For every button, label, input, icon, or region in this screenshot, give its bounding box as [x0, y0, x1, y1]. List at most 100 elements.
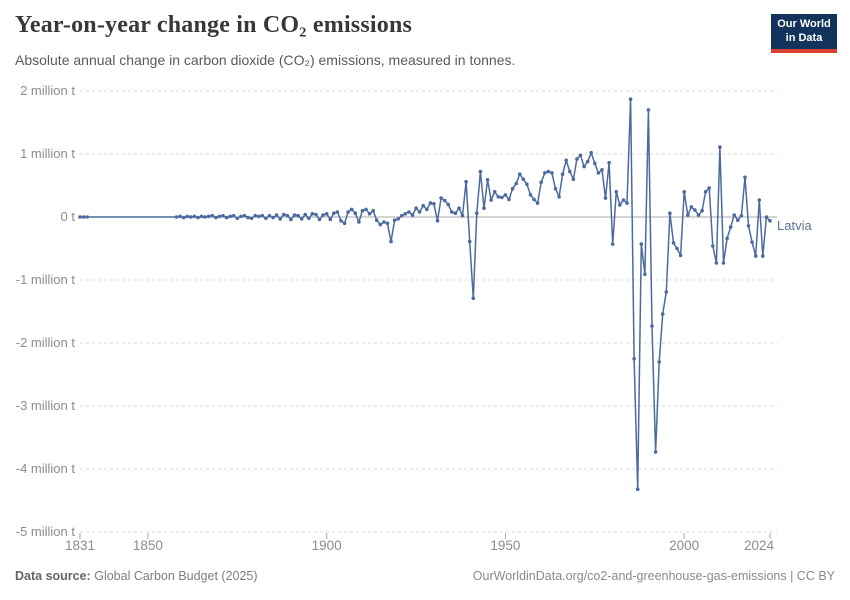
data-point[interactable]	[371, 208, 376, 213]
owid-logo[interactable]: Our World in Data	[771, 14, 837, 53]
data-point[interactable]	[446, 202, 451, 207]
data-point[interactable]	[278, 217, 283, 221]
data-point[interactable]	[625, 201, 629, 205]
data-point[interactable]	[357, 220, 361, 224]
series-line-latvia[interactable]	[79, 98, 771, 490]
data-point[interactable]	[414, 206, 418, 210]
data-point[interactable]	[328, 217, 333, 222]
data-point[interactable]	[546, 169, 551, 174]
data-point[interactable]	[514, 181, 518, 186]
data-point[interactable]	[242, 213, 247, 218]
data-point[interactable]	[299, 217, 304, 221]
data-point[interactable]	[267, 213, 272, 218]
data-point[interactable]	[432, 202, 436, 206]
data-point[interactable]	[439, 196, 443, 200]
data-point[interactable]	[274, 213, 279, 217]
data-point[interactable]	[253, 213, 257, 218]
data-point[interactable]	[596, 171, 601, 175]
data-point[interactable]	[310, 212, 315, 216]
data-point[interactable]	[739, 213, 744, 218]
data-point[interactable]	[407, 210, 411, 214]
data-point[interactable]	[489, 198, 493, 202]
data-point[interactable]	[450, 210, 454, 214]
data-point[interactable]	[725, 236, 729, 241]
data-point[interactable]	[178, 214, 182, 219]
data-point[interactable]	[78, 215, 82, 219]
data-point[interactable]	[711, 244, 715, 248]
data-point[interactable]	[578, 153, 583, 158]
data-point[interactable]	[675, 246, 679, 251]
data-point[interactable]	[539, 180, 543, 185]
data-point[interactable]	[510, 186, 515, 191]
data-point[interactable]	[500, 195, 504, 200]
data-point[interactable]	[621, 198, 626, 202]
data-point[interactable]	[324, 212, 329, 216]
data-point[interactable]	[460, 213, 465, 218]
data-point[interactable]	[732, 213, 736, 217]
data-point[interactable]	[714, 261, 719, 265]
data-point[interactable]	[553, 186, 558, 191]
data-point[interactable]	[228, 214, 232, 219]
data-point[interactable]	[417, 210, 422, 214]
data-point[interactable]	[639, 242, 644, 246]
data-point[interactable]	[289, 217, 293, 222]
data-point[interactable]	[425, 207, 429, 212]
data-point[interactable]	[657, 360, 661, 364]
data-point[interactable]	[646, 108, 651, 112]
data-point[interactable]	[181, 215, 186, 220]
data-point[interactable]	[557, 195, 561, 199]
data-point[interactable]	[521, 177, 526, 181]
data-point[interactable]	[342, 221, 347, 226]
data-point[interactable]	[492, 190, 497, 194]
data-point[interactable]	[743, 175, 747, 180]
data-point[interactable]	[528, 193, 533, 197]
data-point[interactable]	[582, 164, 586, 169]
data-point[interactable]	[396, 217, 401, 221]
data-point[interactable]	[217, 214, 222, 219]
data-point[interactable]	[475, 211, 479, 215]
data-point[interactable]	[746, 224, 751, 228]
data-point[interactable]	[400, 213, 404, 218]
data-point[interactable]	[696, 213, 701, 217]
data-point[interactable]	[192, 214, 197, 219]
data-point[interactable]	[185, 214, 190, 219]
data-point[interactable]	[721, 261, 726, 265]
data-point[interactable]	[478, 169, 483, 174]
data-point[interactable]	[757, 198, 762, 202]
data-point[interactable]	[653, 450, 658, 454]
data-point[interactable]	[282, 212, 286, 217]
data-point[interactable]	[753, 254, 758, 258]
data-point[interactable]	[349, 207, 354, 212]
data-point[interactable]	[271, 215, 275, 220]
data-point[interactable]	[600, 168, 604, 172]
data-point[interactable]	[378, 222, 383, 227]
data-point[interactable]	[589, 150, 593, 155]
data-point[interactable]	[367, 212, 372, 216]
data-point[interactable]	[564, 158, 568, 163]
data-point[interactable]	[517, 172, 522, 176]
data-point[interactable]	[689, 205, 694, 209]
data-point[interactable]	[403, 212, 408, 216]
data-point[interactable]	[467, 239, 472, 244]
data-point[interactable]	[507, 197, 511, 202]
data-point[interactable]	[203, 215, 207, 219]
data-point[interactable]	[199, 214, 204, 219]
data-point[interactable]	[671, 241, 676, 245]
data-point[interactable]	[664, 290, 669, 294]
data-point[interactable]	[585, 159, 590, 164]
data-point[interactable]	[335, 210, 340, 214]
series-label-latvia[interactable]: Latvia	[777, 217, 812, 233]
data-point[interactable]	[707, 186, 711, 190]
data-point[interactable]	[618, 203, 622, 207]
data-point[interactable]	[214, 215, 218, 220]
data-point[interactable]	[603, 196, 608, 200]
data-point[interactable]	[360, 208, 365, 213]
data-point[interactable]	[81, 215, 86, 219]
data-point[interactable]	[224, 215, 229, 220]
data-point[interactable]	[503, 193, 508, 197]
data-point[interactable]	[700, 208, 704, 213]
data-point[interactable]	[728, 225, 733, 229]
data-point[interactable]	[196, 215, 200, 220]
data-point[interactable]	[560, 172, 565, 176]
